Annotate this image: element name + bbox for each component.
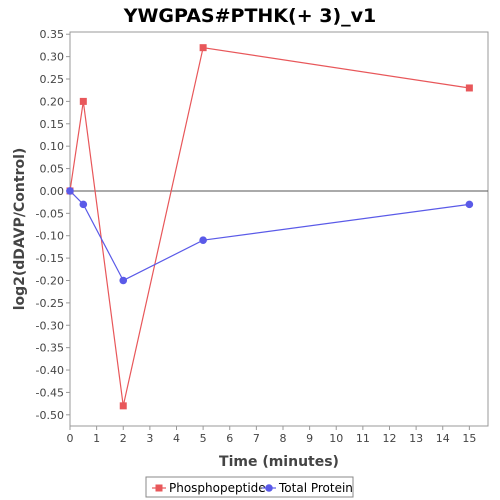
y-tick-label: -0.25 (36, 297, 64, 310)
x-axis: 0 1 2 3 4 5 6 7 8 9 10 11 12 13 14 15 (67, 426, 476, 445)
legend-label: Phosphopeptide (169, 481, 266, 495)
y-tick-label: -0.15 (36, 252, 64, 265)
x-axis-label: Time (minutes) (219, 454, 339, 470)
x-tick-label: 12 (382, 432, 396, 445)
x-tick-label: 11 (356, 432, 370, 445)
y-tick-label: -0.45 (36, 386, 64, 399)
x-tick-label: 5 (200, 432, 207, 445)
y-tick-label: -0.05 (36, 207, 64, 220)
data-point-total-protein (199, 236, 207, 244)
x-tick-label: 15 (462, 432, 476, 445)
series-group (66, 44, 474, 410)
data-point-phosphopeptide (199, 44, 207, 52)
data-point-phosphopeptide (79, 97, 87, 105)
y-tick-label: -0.40 (36, 364, 64, 377)
y-tick-label: -0.10 (36, 230, 64, 243)
y-tick-label: 0.15 (40, 118, 65, 131)
data-point-phosphopeptide (465, 84, 473, 92)
series-total-protein (66, 187, 474, 285)
y-tick-label: -0.20 (36, 274, 64, 287)
y-axis-label: log2(dDAVP/Control) (12, 148, 28, 311)
x-tick-label: 2 (120, 432, 127, 445)
legend-item-phosphopeptide: Phosphopeptide (152, 481, 266, 495)
y-tick-label: 0.05 (40, 163, 65, 176)
data-point-phosphopeptide (119, 402, 127, 410)
x-tick-label: 1 (93, 432, 100, 445)
y-axis: 0.35 0.30 0.25 0.20 0.15 0.10 0.05 0.00 -0.05 -0.… (36, 28, 70, 422)
x-tick-label: 10 (329, 432, 343, 445)
y-tick-label: 0.35 (40, 28, 65, 41)
y-tick-label: 0.30 (40, 51, 65, 64)
data-point-total-protein (119, 276, 128, 285)
x-tick-label: 13 (409, 432, 423, 445)
x-tick-label: 0 (67, 432, 74, 445)
y-tick-label: -0.35 (36, 342, 64, 355)
y-tick-label: -0.30 (36, 319, 64, 332)
x-tick-label: 9 (306, 432, 313, 445)
x-tick-label: 4 (173, 432, 180, 445)
y-tick-label: 0.25 (40, 73, 65, 86)
chart-title: YWGPAS#PTHK(+ 3)_v1 (123, 5, 377, 27)
y-tick-label: 0.10 (40, 140, 65, 153)
x-tick-label: 6 (226, 432, 233, 445)
legend-label: Total Protein (278, 481, 353, 495)
y-tick-label: 0.20 (40, 95, 65, 108)
legend-marker (265, 484, 273, 492)
legend-item-total-protein: Total Protein (262, 481, 353, 495)
legend-box (145, 476, 354, 498)
data-point-total-protein (465, 200, 474, 209)
x-tick-label: 3 (146, 432, 153, 445)
x-tick-label: 7 (253, 432, 260, 445)
data-point-total-protein (66, 187, 74, 195)
y-tick-label: -0.50 (36, 409, 64, 422)
plot-area (69, 31, 489, 427)
x-tick-label: 8 (279, 432, 286, 445)
data-point-total-protein (79, 200, 88, 209)
legend: Phosphopeptide Total Protein (145, 476, 354, 498)
x-tick-label: 14 (436, 432, 450, 445)
legend-marker (155, 484, 163, 492)
y-tick-label: 0.00 (40, 185, 65, 198)
